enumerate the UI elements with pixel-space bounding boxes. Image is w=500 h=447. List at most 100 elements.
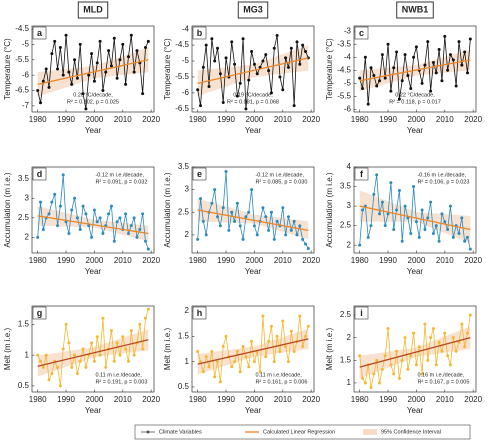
data-point [284,344,288,348]
data-point [409,231,413,235]
x-tick-label: 2020 [464,395,482,404]
data-point [218,224,222,228]
data-point [95,335,99,339]
data-point [431,231,435,235]
data-point [124,347,128,351]
data-line [37,308,149,386]
data-point [298,224,302,228]
trend-line [197,57,309,84]
data-point [468,37,472,41]
panel-label-box [192,306,207,320]
data-point [275,219,279,223]
annotation: -0.12 m i.e./decade, [95,172,144,178]
y-tick-label: -4 [344,52,352,61]
x-tick-label: 1980 [351,256,369,265]
x-tick-label: 1980 [189,115,207,124]
y-tick-label: -4.5 [175,40,189,49]
y-tick-label: 3.5 [18,174,30,183]
data-point [386,327,390,331]
data-point [39,359,43,363]
trend-line [359,337,471,368]
data-point [98,353,102,357]
y-axis-label: Melt (m i.e.) [3,328,12,371]
x-tick-label: 1980 [29,395,47,404]
y-tick-label: -5 [344,78,352,87]
data-point [50,200,54,204]
data-point [238,224,242,228]
data-point [378,212,382,216]
panel-label: e [197,169,202,179]
annotation: -0.16 m i.e./decade, [417,172,466,178]
x-tick-label: 2000 [408,115,426,124]
x-tick-label: 1980 [29,256,47,265]
y-tick-label: -5.5 [337,91,351,100]
data-point [457,40,461,44]
data-point [92,79,96,83]
data-point [298,314,302,318]
data-point [378,79,382,83]
panel-label: f [360,169,364,179]
data-point [392,372,396,376]
data-point [361,376,365,380]
annotation: R² = 0.081, p = 0.068 [227,99,279,105]
data-point [224,170,228,174]
data-point [224,334,228,338]
data-point [420,208,424,212]
data-point [284,233,288,237]
data-point [213,375,217,379]
y-tick-label: -6 [344,105,352,114]
y-axis-label: Temperature (°C) [163,38,172,100]
data-point [429,200,433,204]
data-point [47,212,51,216]
data-point [400,239,404,243]
trend-line [37,339,149,367]
data-point [112,239,116,243]
data-point [395,349,399,353]
y-axis-label: Accumulation (m i.e.) [163,172,172,247]
data-point [129,224,133,228]
data-point [118,216,122,220]
data-point [289,329,293,333]
y-tick-label: 3 [347,201,352,210]
panel-label-box [192,167,207,181]
data-point [448,204,452,208]
y-tick-label: -4.5 [337,65,351,74]
column-header-box [237,1,269,19]
data-point [101,89,105,92]
data-point [383,76,387,80]
x-tick-label: 2000 [246,395,264,404]
data-point [468,313,472,317]
data-point [451,58,455,62]
panel-label: g [37,308,43,318]
data-point [129,33,133,37]
data-point [70,365,74,369]
data-point [36,235,40,239]
data-point [98,39,102,43]
annotation: R² = 0.091, p = 0.032 [95,179,147,185]
data-point [440,79,444,83]
data-point [361,87,365,91]
data-point [448,53,452,57]
data-point [216,360,220,364]
column-header-box [77,1,109,19]
data-point [250,49,254,53]
data-point [366,235,370,239]
data-point [460,216,464,220]
data-point [244,215,248,219]
data-point [301,237,305,241]
data-point [409,354,413,358]
x-tick-label: 2020 [142,256,160,265]
data-point [199,104,203,108]
x-axis-label: Year [407,126,424,135]
data-point [426,358,430,362]
panel-label: h [197,308,203,318]
data-point [221,206,225,210]
data-point [39,101,43,105]
data-point [95,61,99,65]
data-point [143,239,147,243]
data-point [261,314,265,318]
trend-line [359,205,471,231]
data-point [278,350,282,354]
x-axis-label: Year [245,267,262,276]
data-point [446,354,450,358]
